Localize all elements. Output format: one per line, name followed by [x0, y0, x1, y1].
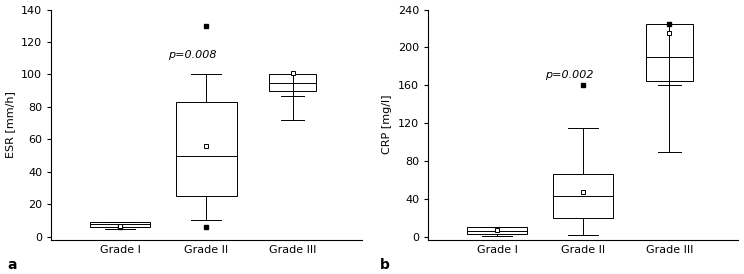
PathPatch shape [467, 227, 527, 234]
PathPatch shape [176, 102, 237, 196]
Text: p=0.002: p=0.002 [545, 70, 593, 80]
Text: b: b [379, 258, 389, 272]
Text: p=0.008: p=0.008 [167, 50, 216, 60]
PathPatch shape [553, 173, 614, 218]
PathPatch shape [90, 222, 150, 227]
PathPatch shape [646, 24, 693, 81]
PathPatch shape [269, 75, 316, 91]
Text: a: a [7, 258, 17, 272]
Y-axis label: CRP [mg/l]: CRP [mg/l] [382, 95, 392, 155]
Y-axis label: ESR [mm/h]: ESR [mm/h] [5, 91, 16, 158]
